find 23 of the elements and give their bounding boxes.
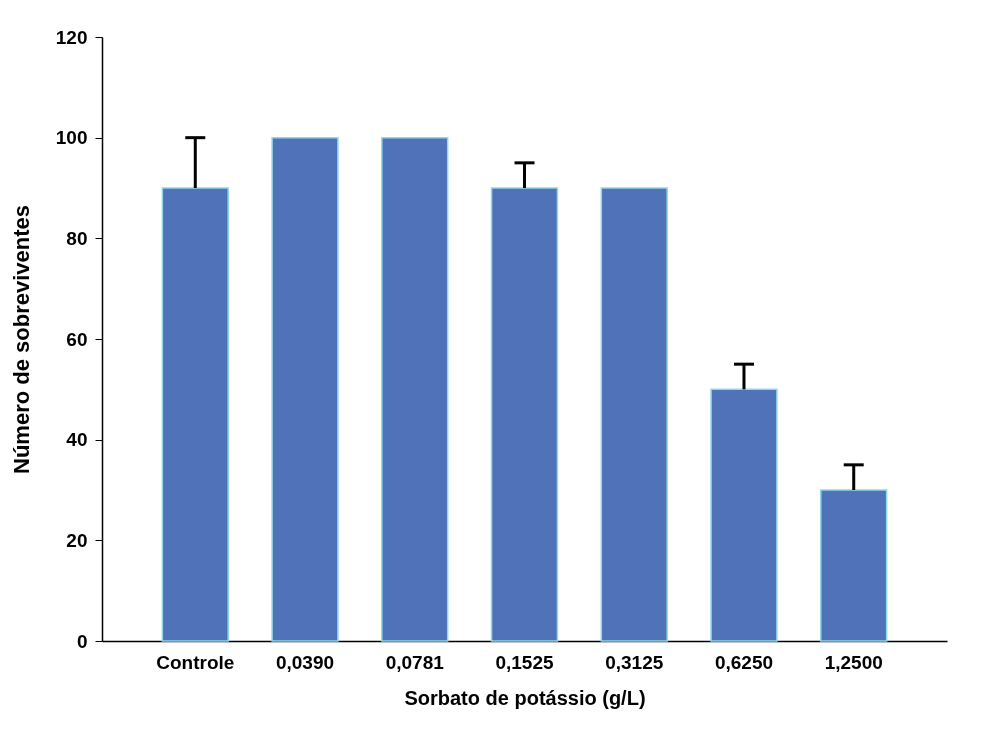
- x-tick-label: Controle: [156, 651, 235, 673]
- y-tick-label: 40: [66, 429, 88, 451]
- bar: [600, 187, 668, 642]
- x-axis-title: Sorbato de potássio (g/L): [404, 686, 646, 709]
- bar: [490, 187, 559, 642]
- bar: [820, 489, 888, 642]
- y-tick-label: 0: [76, 630, 88, 652]
- x-tick-label: 0,3125: [605, 651, 664, 673]
- bar: [710, 388, 778, 642]
- y-axis-title: Número de sobreviventes: [8, 205, 34, 474]
- x-tick-label: 0,1525: [495, 651, 554, 673]
- bar: [381, 136, 449, 642]
- y-tick-label: 60: [66, 328, 88, 350]
- bar: [271, 136, 339, 642]
- y-tick-label: 80: [66, 227, 88, 249]
- x-tick-label: 1,2500: [824, 651, 883, 673]
- y-tick-label: 120: [55, 26, 88, 48]
- y-tick-label: 100: [55, 127, 88, 149]
- y-tick-label: 20: [66, 529, 88, 551]
- x-tick-label: 0,0781: [385, 651, 445, 673]
- bar: [161, 187, 229, 642]
- x-tick-label: 0,6250: [714, 651, 774, 673]
- x-tick-label: 0,0390: [275, 651, 335, 673]
